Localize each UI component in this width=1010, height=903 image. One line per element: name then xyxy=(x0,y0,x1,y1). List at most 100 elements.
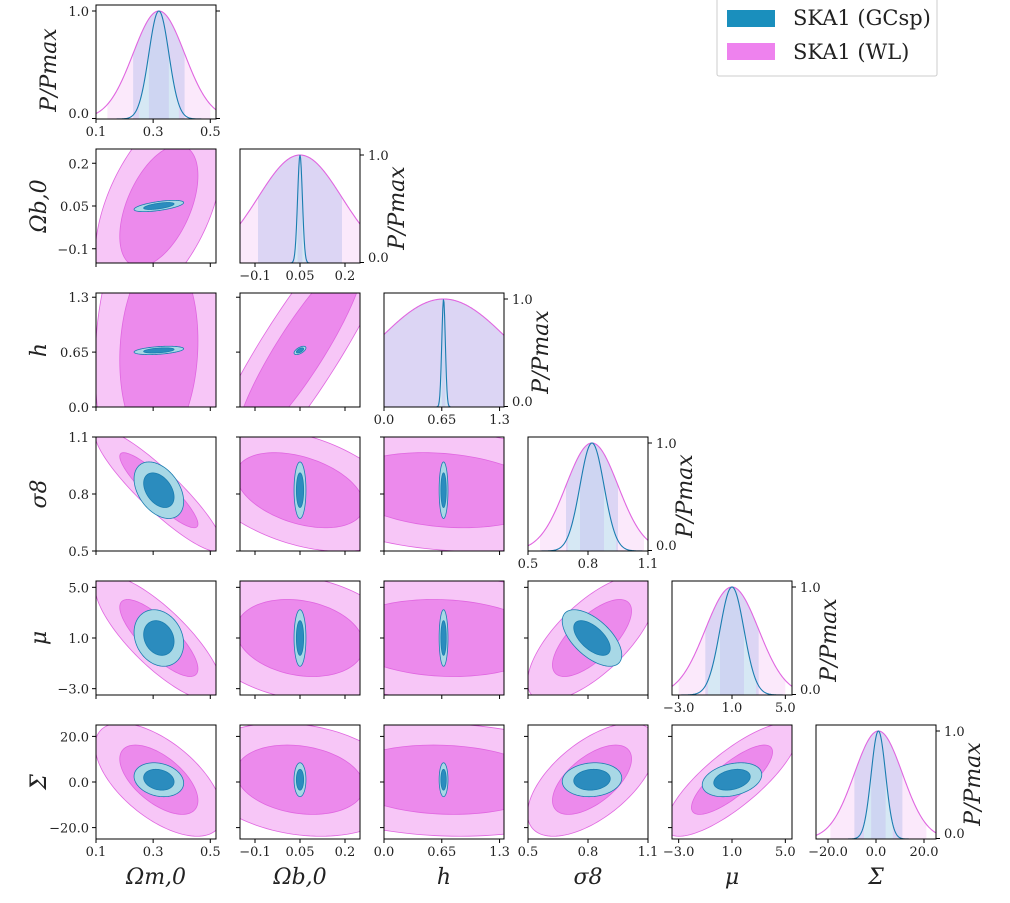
x-tick-label: 0.3 xyxy=(143,845,164,860)
diag-ylabel-text: P/Pmax xyxy=(961,742,986,827)
contour-1sigma-gc xyxy=(295,347,305,354)
diag-ylabel-text: P/Pmax xyxy=(817,598,842,683)
y-tick-label: 0.0 xyxy=(68,776,89,791)
y-axis-label-h: h xyxy=(27,343,52,357)
panel-content xyxy=(672,725,792,837)
diag-ylabel: P/Pmax xyxy=(37,28,62,113)
diag-ylabel: P/Pmax xyxy=(961,742,986,827)
diag-tick-label: 0.0 xyxy=(656,539,677,554)
y-tick-label: 5.0 xyxy=(68,581,89,596)
marginal-curve-wl xyxy=(384,298,504,336)
diag-tick-label: 1.0 xyxy=(512,293,533,308)
x-tick-label: −3.0 xyxy=(663,845,695,860)
diag-ylabel: P/Pmax xyxy=(529,310,554,395)
x-axis-label-Ob: Ωb,0 xyxy=(272,865,326,890)
panel-s8-s8: 1.0 0.0P/Pmax 0.5 0.8 1.1 xyxy=(518,436,698,572)
x-axis-label-h: h xyxy=(437,865,451,890)
panel-content xyxy=(96,10,216,119)
diag-tick-label: 0.0 xyxy=(68,107,89,122)
panel-Om-Sigma: −20.0 0.0 20.0 0.1 0.3 0.5 Σ xyxy=(27,724,221,860)
panel-frame xyxy=(95,292,217,408)
panel-Ob-h xyxy=(236,292,361,411)
legend-label-gc: SKA1 (GCsp) xyxy=(793,6,931,30)
panel-Ob-Sigma: −0.1 0.05 0.2 xyxy=(236,724,361,860)
y-axis-label-text: Ωb,0 xyxy=(27,179,52,233)
y-tick-label: 0.5 xyxy=(68,545,89,560)
marginal-curve-gc xyxy=(384,299,504,407)
y-tick-label: 20.0 xyxy=(60,730,89,745)
marginal-curve-wl xyxy=(528,442,648,547)
panel-content xyxy=(384,581,504,695)
x-tick-label: 0.0 xyxy=(374,413,395,428)
contour-1sigma-gc xyxy=(143,768,175,791)
contour-1sigma-gc xyxy=(143,202,175,210)
x-axis-label-mu: μ xyxy=(725,865,739,890)
panel-h-Sigma: 0.0 0.65 1.3 xyxy=(374,724,510,860)
contour-1sigma-gc xyxy=(143,620,175,656)
diag-tick-label: 1.0 xyxy=(656,437,677,452)
x-tick-label: 0.1 xyxy=(86,845,107,860)
marginal-curve-gc xyxy=(240,154,360,263)
panel-content xyxy=(240,154,360,263)
diag-ylabel: P/Pmax xyxy=(817,598,842,683)
x-tick-label: 0.05 xyxy=(286,845,315,860)
panel-Ob-s8 xyxy=(236,436,361,555)
contour-1sigma-gc xyxy=(295,620,305,656)
diag-tick-label: 0.0 xyxy=(944,827,965,842)
diag-tick-label: 1.0 xyxy=(368,149,389,164)
panel-content xyxy=(96,149,216,263)
panel-content xyxy=(96,437,216,551)
diag-ylabel-text: P/Pmax xyxy=(673,454,698,539)
x-tick-label: 0.65 xyxy=(427,845,456,860)
x-tick-label: 0.0 xyxy=(866,845,887,860)
panel-content xyxy=(96,293,216,407)
legend: SKA1 (GCsp) SKA1 (WL) xyxy=(716,0,938,77)
panel-content xyxy=(96,725,216,837)
x-tick-label: 1.3 xyxy=(489,845,510,860)
contour-1sigma-gc xyxy=(440,620,447,656)
panel-Ob-Ob: 1.0 0.0P/Pmax −0.1 0.05 0.2 xyxy=(239,148,410,284)
contour-1sigma-gc xyxy=(573,620,611,656)
diag-tick-label: 1.0 xyxy=(68,5,89,20)
y-tick-label: 1.1 xyxy=(68,431,89,446)
y-axis-label-text: σ8 xyxy=(27,479,52,508)
contour-1sigma-gc xyxy=(440,768,447,791)
marginal-curve-gc xyxy=(816,730,936,839)
panel-content xyxy=(528,442,648,551)
contour-1sigma-gc xyxy=(713,768,751,791)
x-tick-label: 0.05 xyxy=(286,269,315,284)
x-tick-label: 1.0 xyxy=(722,701,743,716)
x-tick-label: 1.1 xyxy=(638,845,659,860)
panel-h-mu xyxy=(380,580,505,699)
panel-content xyxy=(384,437,504,551)
x-tick-label: −0.1 xyxy=(239,269,271,284)
panel-content xyxy=(384,725,504,837)
x-tick-label: 0.1 xyxy=(86,125,107,140)
y-axis-label-text: μ xyxy=(27,631,52,645)
marginal-curve-wl xyxy=(96,10,216,115)
panel-content xyxy=(240,437,360,551)
panel-s8-Sigma: 0.5 0.8 1.1 xyxy=(518,724,659,860)
x-tick-label: 0.8 xyxy=(578,845,599,860)
panel-content xyxy=(96,581,216,695)
marginal-1sigma-gc xyxy=(720,587,744,695)
diag-ylabel-text: P/Pmax xyxy=(529,310,554,395)
diag-ylabel: P/Pmax xyxy=(673,454,698,539)
marginal-1sigma-gc xyxy=(871,731,886,839)
x-tick-label: 0.2 xyxy=(335,269,356,284)
x-tick-label: 20.0 xyxy=(910,845,939,860)
panel-content xyxy=(240,581,360,695)
y-tick-label: 0.05 xyxy=(60,200,89,215)
marginal-1sigma-gc xyxy=(148,11,169,119)
x-tick-label: 0.5 xyxy=(518,845,539,860)
y-tick-label: 0.2 xyxy=(68,157,89,172)
y-axis-label-mu: μ xyxy=(27,631,52,645)
panel-Om-Om: 1.0 0.0 P/Pmax 0.1 0.3 0.5 xyxy=(37,4,221,140)
contour-1sigma-gc xyxy=(295,768,305,791)
panel-mu-Sigma: −3.0 1.0 5.0 xyxy=(663,724,796,860)
marginal-1sigma-gc xyxy=(580,443,604,551)
x-tick-label: 0.5 xyxy=(518,557,539,572)
legend-swatch-gc xyxy=(727,10,775,27)
x-tick-label: −3.0 xyxy=(663,701,695,716)
